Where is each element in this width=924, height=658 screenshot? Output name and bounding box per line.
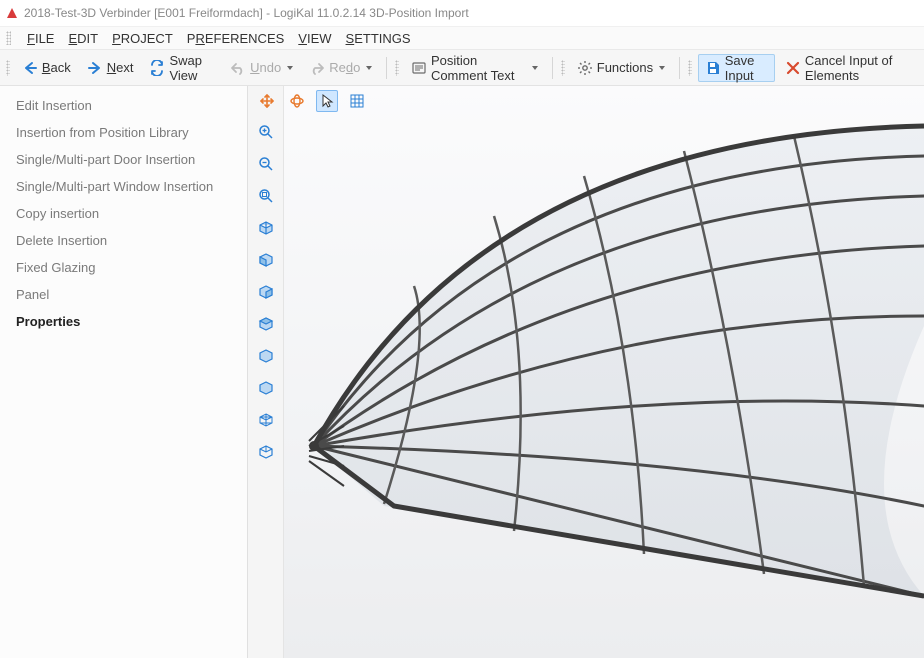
view-iso-button[interactable] (254, 216, 278, 240)
cancel-input-label: Cancel Input of Elements (805, 53, 912, 83)
sidebar-item-window-insertion[interactable]: Single/Multi-part Window Insertion (0, 173, 247, 200)
menubar: FILE EDIT PROJECT PREFERENCES VIEW SETTI… (0, 26, 924, 50)
window-title: 2018-Test-3D Verbinder [E001 Freiformdac… (24, 6, 469, 20)
cancel-input-button[interactable]: Cancel Input of Elements (779, 54, 918, 82)
swap-view-button[interactable]: Swap View (143, 54, 220, 82)
next-button[interactable]: Next (81, 54, 140, 82)
toolbar-grip-3 (561, 60, 565, 76)
save-input-button[interactable]: Save Input (698, 54, 775, 82)
toolbar-grip-1 (6, 60, 10, 76)
sidebar-item-insertion-library[interactable]: Insertion from Position Library (0, 119, 247, 146)
sidebar-item-door-insertion[interactable]: Single/Multi-part Door Insertion (0, 146, 247, 173)
viewport-left-tools (248, 86, 284, 658)
menu-settings[interactable]: SETTINGS (346, 31, 411, 46)
sidebar-item-panel[interactable]: Panel (0, 281, 247, 308)
swap-view-label: Swap View (169, 53, 214, 83)
functions-dropdown-icon[interactable] (659, 66, 665, 70)
undo-icon (230, 60, 246, 76)
undo-dropdown-icon[interactable] (287, 66, 293, 70)
shaded-wireframe-button[interactable] (254, 440, 278, 464)
menu-preferences[interactable]: PREFERENCES (187, 31, 285, 46)
menu-view[interactable]: VIEW (298, 31, 331, 46)
content-area: Edit Insertion Insertion from Position L… (0, 86, 924, 658)
3d-viewport[interactable] (284, 86, 924, 658)
pointer-tool-button[interactable] (316, 90, 338, 112)
app-logo-icon (6, 7, 18, 19)
menu-file[interactable]: FILE (27, 31, 54, 46)
view-left-button[interactable] (254, 376, 278, 400)
gear-icon (577, 60, 593, 76)
position-comment-dropdown-icon[interactable] (532, 66, 538, 70)
redo-button[interactable]: Redo (303, 54, 378, 82)
main-area (248, 86, 924, 658)
view-right-button[interactable] (254, 280, 278, 304)
rotate-3d-tool-button[interactable] (286, 90, 308, 112)
position-comment-button[interactable]: Position Comment Text (405, 54, 544, 82)
3d-model-canvas (284, 86, 924, 658)
save-icon (705, 60, 721, 76)
position-comment-label: Position Comment Text (431, 53, 526, 83)
redo-dropdown-icon[interactable] (366, 66, 372, 70)
sidebar: Edit Insertion Insertion from Position L… (0, 86, 248, 658)
titlebar: 2018-Test-3D Verbinder [E001 Freiformdac… (0, 0, 924, 26)
menu-edit[interactable]: EDIT (68, 31, 98, 46)
arrow-right-icon (87, 60, 103, 76)
undo-label: Undo (250, 60, 281, 75)
back-label: Back (42, 60, 71, 75)
view-back-button[interactable] (254, 344, 278, 368)
toolbar-grip-2 (395, 60, 399, 76)
sidebar-item-properties[interactable]: Properties (0, 308, 247, 335)
view-top-button[interactable] (254, 312, 278, 336)
sidebar-item-delete-insertion[interactable]: Delete Insertion (0, 227, 247, 254)
redo-icon (309, 60, 325, 76)
zoom-fit-button[interactable] (254, 184, 278, 208)
sidebar-item-edit-insertion[interactable]: Edit Insertion (0, 92, 247, 119)
toolbar-sep-3 (679, 57, 680, 79)
wireframe-button[interactable] (254, 408, 278, 432)
swap-icon (149, 60, 165, 76)
zoom-in-button[interactable] (254, 120, 278, 144)
next-label: Next (107, 60, 134, 75)
menu-project[interactable]: PROJECT (112, 31, 173, 46)
sidebar-item-copy-insertion[interactable]: Copy insertion (0, 200, 247, 227)
toolbar-sep-2 (552, 57, 553, 79)
undo-button[interactable]: Undo (224, 54, 299, 82)
menubar-grip (6, 31, 11, 45)
functions-button[interactable]: Functions (571, 54, 671, 82)
toolbar: Back Next Swap View Undo Redo Position C… (0, 50, 924, 86)
functions-label: Functions (597, 60, 653, 75)
zoom-out-button[interactable] (254, 152, 278, 176)
toolbar-grip-4 (688, 60, 692, 76)
save-input-label: Save Input (725, 53, 768, 83)
viewport-top-tools (248, 86, 368, 116)
redo-label: Redo (329, 60, 360, 75)
cancel-icon (785, 60, 801, 76)
view-front-button[interactable] (254, 248, 278, 272)
back-button[interactable]: Back (16, 54, 77, 82)
arrow-left-icon (22, 60, 38, 76)
pan-tool-button[interactable] (256, 90, 278, 112)
grid-snap-tool-button[interactable] (346, 90, 368, 112)
toolbar-sep-1 (386, 57, 387, 79)
sidebar-item-fixed-glazing[interactable]: Fixed Glazing (0, 254, 247, 281)
position-comment-icon (411, 60, 427, 76)
